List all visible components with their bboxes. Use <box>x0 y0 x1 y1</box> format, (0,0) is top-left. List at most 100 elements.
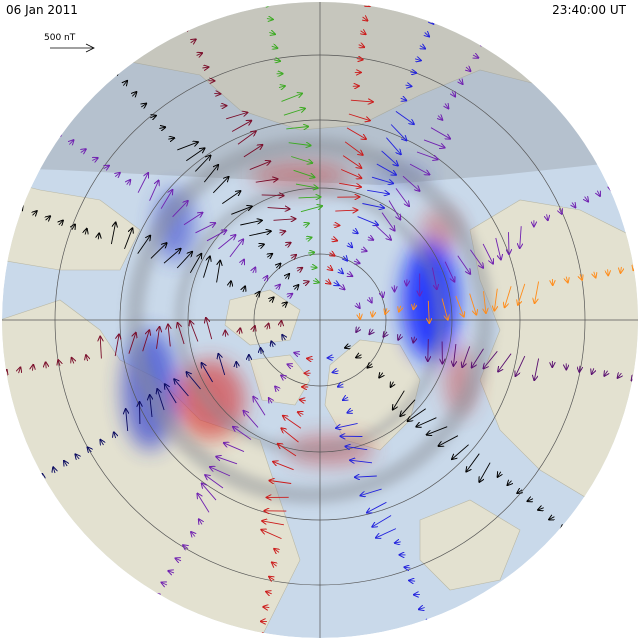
magnetic-vector <box>338 384 343 387</box>
magnetic-vector <box>281 321 282 327</box>
magnetic-vector <box>345 446 368 451</box>
magnetic-vector <box>137 173 148 193</box>
magnetic-vector <box>350 100 373 102</box>
magnetic-vector <box>534 358 540 381</box>
magnetic-vector <box>509 232 510 254</box>
magnetic-vector <box>372 515 392 527</box>
magnetic-vector <box>508 481 512 485</box>
magnetic-vector <box>517 490 522 493</box>
magnetic-vector <box>183 213 202 226</box>
magnetic-vector <box>226 113 247 120</box>
magnetic-vector <box>414 59 421 61</box>
magnetic-vector <box>206 318 213 340</box>
magnetic-vector <box>409 581 416 582</box>
magnetic-vector <box>344 141 363 155</box>
magnetic-vector <box>256 292 259 297</box>
magnetic-vector <box>32 365 33 371</box>
magnetic-vector <box>178 323 185 345</box>
magnetic-vector <box>137 236 151 254</box>
magnetic-vector <box>413 336 414 343</box>
magnetic-vector <box>594 271 596 278</box>
magnetic-vector <box>330 253 335 256</box>
magnetic-vector <box>368 364 373 368</box>
magnetic-vector <box>253 397 266 416</box>
magnetic-vector <box>369 329 373 334</box>
magnetic-vector <box>46 216 51 220</box>
magnetic-vector <box>334 282 339 285</box>
magnetic-vector <box>197 53 203 55</box>
magnetic-vector <box>159 127 165 128</box>
magnetic-vector <box>400 399 416 416</box>
magnetic-vector <box>261 195 284 196</box>
magnetic-vector <box>269 32 275 34</box>
magnetic-vector <box>212 177 228 194</box>
magnetic-vector <box>353 230 358 234</box>
magnetic-vector <box>218 354 226 376</box>
magnetic-vector <box>92 158 97 161</box>
magnetic-vector <box>46 123 49 128</box>
magnetic-vector <box>343 397 348 400</box>
magnetic-vector <box>231 121 251 132</box>
magnetic-vector <box>203 257 210 278</box>
magnetic-vector <box>346 127 366 139</box>
magnetic-vector <box>157 389 165 411</box>
magnetic-vector <box>88 447 92 452</box>
magnetic-vector <box>233 427 252 440</box>
magnetic-vector <box>229 239 243 258</box>
magnetic-vector <box>495 237 501 259</box>
magnetic-vector <box>371 176 393 183</box>
magnetic-vector <box>81 149 86 152</box>
magnetic-vector <box>482 243 493 264</box>
magnetic-vector <box>141 104 146 107</box>
magnetic-vector <box>479 462 491 482</box>
magnetic-vector <box>210 467 231 477</box>
magnetic-vector <box>391 382 394 387</box>
magnetic-vector <box>369 297 372 302</box>
magnetic-vector <box>69 140 73 144</box>
magnetic-vector <box>372 310 373 317</box>
scale-arrow <box>50 43 95 53</box>
magnetic-vector <box>566 276 568 283</box>
magnetic-vector <box>249 231 270 237</box>
magnetic-vector <box>72 225 75 230</box>
magnetic-vector <box>149 181 159 201</box>
magnetic-vector <box>179 14 184 17</box>
magnetic-vector <box>381 212 395 231</box>
magnetic-vector <box>123 81 127 86</box>
magnetic-vector <box>388 200 400 220</box>
magnetic-vector <box>326 280 331 283</box>
magnetic-vector <box>231 206 252 215</box>
magnetic-vector <box>494 288 497 311</box>
magnetic-vector <box>241 260 244 265</box>
magnetic-vector <box>452 91 455 96</box>
magnetic-vector <box>195 223 216 234</box>
magnetic-vector <box>157 327 160 349</box>
magnetic-vector <box>183 545 188 548</box>
magnetic-vector <box>59 221 63 225</box>
magnetic-vector <box>429 634 434 637</box>
magnetic-vector <box>278 86 285 88</box>
magnetic-vector <box>298 197 321 198</box>
magnetic-vector <box>249 161 270 171</box>
magnetic-vector <box>445 104 448 109</box>
magnetic-vector <box>258 244 264 246</box>
magnetic-vector <box>168 325 170 347</box>
magnetic-vector <box>382 291 383 297</box>
magnetic-vector <box>176 558 182 560</box>
magnetic-vector <box>592 368 594 374</box>
magnetic-vector <box>279 231 285 233</box>
magnetic-vector <box>416 417 437 427</box>
magnetic-vector <box>359 313 360 319</box>
magnetic-vector <box>585 197 589 202</box>
magnetic-vector <box>202 363 213 383</box>
magnetic-vector <box>308 252 314 253</box>
magnetic-vector <box>132 92 136 96</box>
magnetic-vector <box>253 268 256 274</box>
magnetic-vector <box>425 33 429 37</box>
magnetic-vector <box>347 410 352 413</box>
magnetic-vector <box>293 169 315 177</box>
magnetic-vector <box>274 60 280 61</box>
magnetic-vector <box>339 269 343 273</box>
magnetic-vector <box>356 303 359 308</box>
magnetic-vector <box>376 528 397 538</box>
